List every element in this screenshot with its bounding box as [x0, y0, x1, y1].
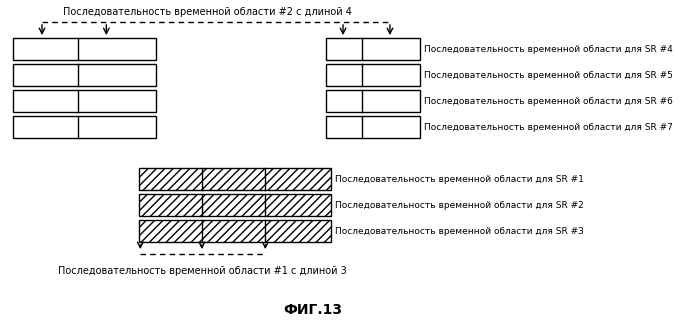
- Bar: [326, 64, 420, 86]
- Text: Последовательность временной области для SR #5: Последовательность временной области для…: [424, 70, 673, 80]
- Bar: [139, 194, 330, 216]
- Bar: [139, 220, 330, 242]
- Bar: [326, 116, 420, 138]
- Text: Последовательность временной области для SR #7: Последовательность временной области для…: [424, 123, 673, 131]
- Text: Последовательность временной области для SR #4: Последовательность временной области для…: [424, 45, 673, 53]
- Text: Последовательность временной области для SR #1: Последовательность временной области для…: [335, 174, 584, 184]
- Text: Последовательность временной области #1 с длиной 3: Последовательность временной области #1 …: [58, 266, 347, 276]
- Bar: [13, 38, 156, 60]
- Text: ФИГ.13: ФИГ.13: [284, 303, 342, 317]
- Bar: [13, 90, 156, 112]
- Bar: [13, 116, 156, 138]
- Text: Последовательность временной области #2 с длиной 4: Последовательность временной области #2 …: [62, 7, 351, 17]
- Text: Последовательность временной области для SR #3: Последовательность временной области для…: [335, 227, 584, 235]
- Text: Последовательность временной области для SR #6: Последовательность временной области для…: [424, 96, 673, 106]
- Text: Последовательность временной области для SR #2: Последовательность временной области для…: [335, 200, 584, 210]
- Bar: [326, 38, 420, 60]
- Bar: [139, 168, 330, 190]
- Bar: [13, 64, 156, 86]
- Bar: [326, 90, 420, 112]
